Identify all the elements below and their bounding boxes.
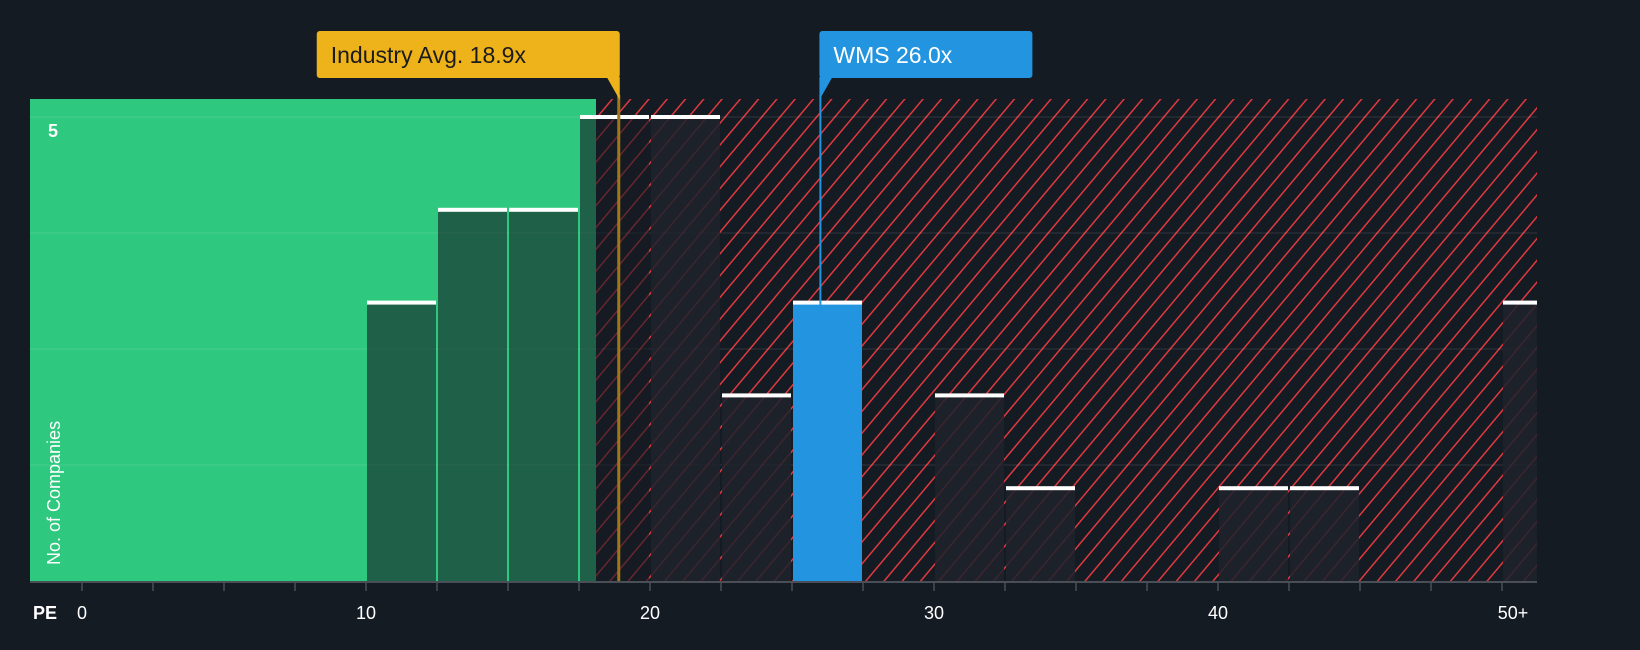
histogram-bar — [793, 302, 862, 581]
bar-top-marker — [1503, 300, 1537, 305]
bar-top-marker — [1219, 486, 1288, 491]
histogram-bar — [651, 117, 720, 581]
histogram-bar — [509, 209, 578, 582]
x-tick-label: 0 — [77, 603, 87, 623]
company-label-box — [819, 31, 1033, 78]
bar-top-marker — [1290, 486, 1359, 491]
bar-top-marker — [935, 393, 1004, 398]
bar-top-marker — [1006, 486, 1075, 491]
histogram-bar — [367, 302, 436, 581]
x-axis-title: PE — [33, 603, 57, 623]
bar-top-marker — [580, 115, 649, 119]
histogram-bar — [722, 395, 791, 581]
y-tick-label: 5 — [48, 121, 58, 141]
x-tick-label: 50+ — [1498, 603, 1529, 623]
y-axis-title: No. of Companies — [44, 421, 64, 565]
bar-top-marker — [438, 207, 507, 212]
histogram-bar — [1219, 488, 1288, 581]
histogram-bar — [935, 395, 1004, 581]
label-pointer — [819, 77, 833, 100]
histogram-bar — [580, 117, 649, 581]
x-tick-label: 30 — [924, 603, 944, 623]
industry-average-label: Industry Avg. 18.9x — [331, 42, 527, 68]
bar-top-marker — [651, 115, 720, 119]
company-pe-label: WMS 26.0x — [833, 42, 952, 68]
x-tick-label: 10 — [356, 603, 376, 623]
bar-top-marker — [793, 300, 862, 305]
histogram-bar — [438, 209, 507, 582]
bar-top-marker — [367, 300, 436, 305]
bar-top-marker — [722, 393, 791, 398]
histogram-bar — [1503, 302, 1537, 581]
industry-average-label-box — [316, 31, 620, 78]
histogram-bar — [1006, 488, 1075, 581]
histogram-bar — [1290, 488, 1359, 581]
label-pointer — [606, 77, 620, 100]
bar-top-marker — [509, 207, 578, 212]
x-tick-label: 20 — [640, 603, 660, 623]
x-tick-label: 40 — [1208, 603, 1228, 623]
